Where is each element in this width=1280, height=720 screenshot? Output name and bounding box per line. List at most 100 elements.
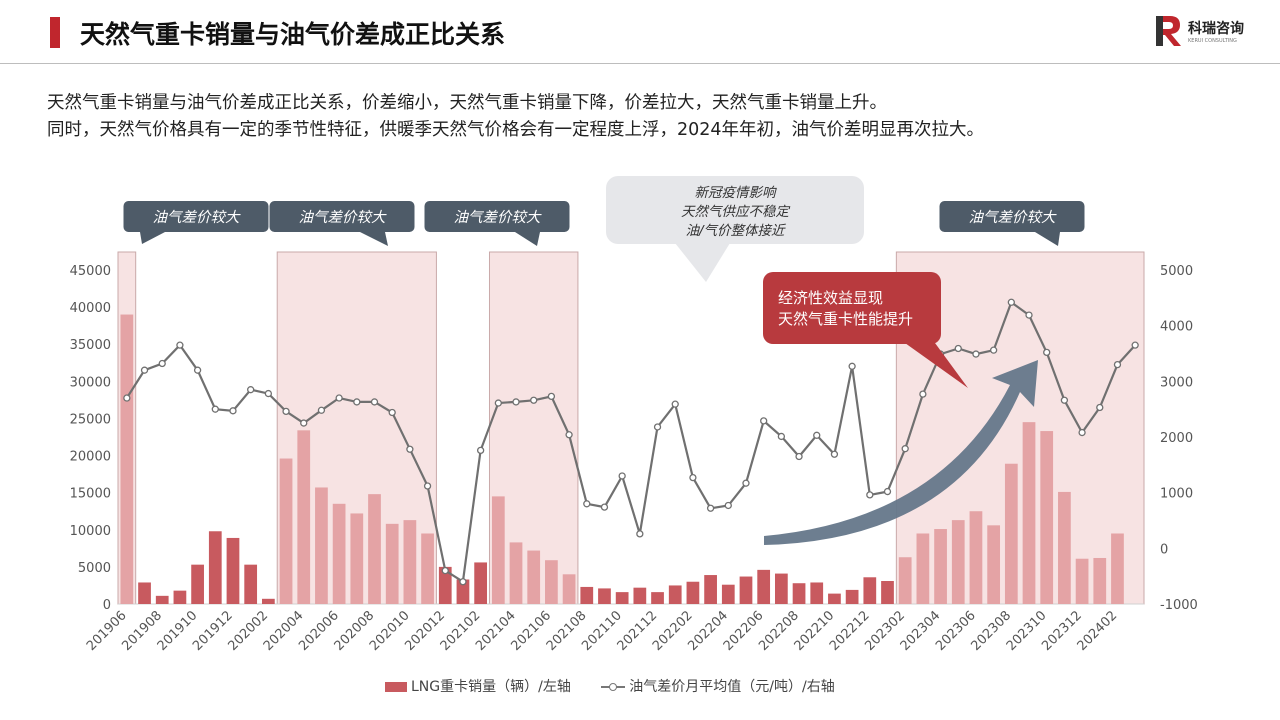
sales-bar: [438, 566, 452, 604]
sales-bar: [774, 573, 788, 604]
grey-callout-line: 天然气供应不稳定: [681, 204, 790, 220]
sales-bar: [226, 537, 240, 604]
sales-bar: [757, 569, 771, 604]
left-axis-tick: 45000: [70, 264, 111, 279]
price-gap-point: [264, 389, 273, 398]
sales-bar: [562, 574, 576, 604]
right-axis-tick: 1000: [1160, 487, 1193, 502]
price-gap-point: [406, 445, 414, 453]
grey-callout-tail: [675, 243, 730, 282]
sales-bar: [138, 582, 151, 604]
sales-bar: [633, 587, 647, 604]
price-gap-point: [229, 407, 237, 415]
price-gap-point: [618, 472, 626, 480]
price-gap-point: [954, 344, 962, 353]
sales-bar: [1040, 431, 1054, 604]
sales-bar: [315, 487, 328, 604]
sales-bar: [527, 550, 541, 604]
price-gap-point: [600, 503, 609, 511]
price-gap-point: [512, 398, 520, 406]
sales-bar: [668, 585, 682, 604]
price-gap-point: [919, 390, 927, 398]
sales-bar: [704, 575, 717, 604]
price-gap-point: [494, 399, 502, 407]
sales-bar: [297, 430, 311, 604]
sales-bar: [191, 564, 204, 604]
price-gap-point: [653, 423, 662, 431]
legend-item-bar: LNG重卡销量（辆）/左轴: [385, 676, 571, 696]
title-accent-bar: [50, 17, 60, 48]
right-axis-tick: -1000: [1160, 598, 1198, 613]
sales-bar: [474, 562, 488, 604]
grey-callout-box: [606, 176, 864, 244]
price-gap-point: [370, 398, 379, 406]
price-gap-point: [247, 386, 255, 394]
sales-bar: [173, 590, 187, 604]
price-gap-point: [353, 398, 361, 406]
title-bar: 天然气重卡销量与油气价差成正比关系 科瑞咨询 KERUI CONSULTING: [0, 0, 1280, 64]
right-axis-tick: 4000: [1160, 320, 1193, 335]
sales-bar: [1058, 491, 1071, 604]
callout-tail-2: [515, 232, 540, 246]
kerui-logo-icon: [1156, 16, 1181, 46]
sales-bar: [810, 582, 824, 604]
left-axis-tick: 0: [103, 598, 111, 613]
left-axis-tick: 40000: [70, 301, 111, 316]
right-axis-tick: 2000: [1160, 431, 1193, 446]
red-callout-tail: [905, 343, 968, 388]
callout-box-0: [123, 201, 269, 232]
price-gap-point: [1113, 360, 1122, 369]
sales-bar: [208, 531, 222, 604]
price-gap-point: [1060, 396, 1069, 404]
title-divider: [0, 63, 1280, 64]
price-gap-point: [193, 366, 202, 374]
sales-bar: [934, 529, 947, 604]
price-gap-point: [423, 482, 432, 490]
sales-bar: [686, 581, 700, 604]
sales-bar: [916, 533, 930, 604]
price-gap-point: [636, 530, 644, 538]
sales-bar: [792, 583, 806, 604]
price-gap-point: [848, 362, 856, 370]
logo-name: 科瑞咨询: [1188, 21, 1244, 37]
callout-box-1: [269, 201, 415, 232]
sales-bar: [261, 598, 275, 604]
red-callout-line: 经济性效益显现: [778, 289, 883, 307]
sales-bar: [456, 579, 470, 604]
price-gap-point: [388, 408, 396, 417]
legend-line-label: 油气差价月平均值（元/吨）/右轴: [629, 679, 835, 695]
left-axis-tick: 15000: [70, 487, 111, 502]
sales-bar: [509, 542, 523, 604]
right-axis-tick: 5000: [1160, 264, 1193, 279]
right-axis-tick: 3000: [1160, 375, 1193, 390]
sales-bar: [368, 494, 381, 604]
callout-tail-3: [1035, 232, 1060, 246]
sales-bar: [898, 557, 912, 604]
price-gap-point: [689, 473, 697, 482]
callout-label-3: 油气差价较大: [969, 209, 1057, 226]
left-axis-tick: 35000: [70, 338, 111, 353]
callout-tail-1: [360, 232, 388, 246]
price-gap-point: [441, 566, 449, 575]
sales-bar: [598, 588, 611, 604]
intro-text: 天然气重卡销量与油气价差成正比关系，价差缩小，天然气重卡销量下降，价差拉大，天然…: [47, 90, 1247, 144]
red-callout-box: [763, 272, 941, 344]
price-gap-point: [476, 446, 485, 455]
callout-box-2: [424, 201, 570, 232]
sales-bar: [1075, 558, 1089, 604]
price-gap-point: [300, 419, 308, 427]
sales-bar: [580, 586, 594, 604]
price-gap-point: [565, 431, 573, 439]
price-gap-point: [760, 417, 768, 425]
price-gap-point: [795, 452, 803, 461]
price-gap-point: [140, 366, 149, 374]
sales-bar: [1111, 533, 1124, 604]
sales-bar: [881, 580, 894, 604]
legend-bar-swatch: [385, 682, 407, 692]
callout-box-3: [939, 201, 1085, 232]
price-gap-point: [866, 491, 874, 499]
growth-arrow: [764, 360, 1038, 545]
sales-bar: [739, 576, 753, 604]
price-gap-point: [777, 432, 786, 441]
